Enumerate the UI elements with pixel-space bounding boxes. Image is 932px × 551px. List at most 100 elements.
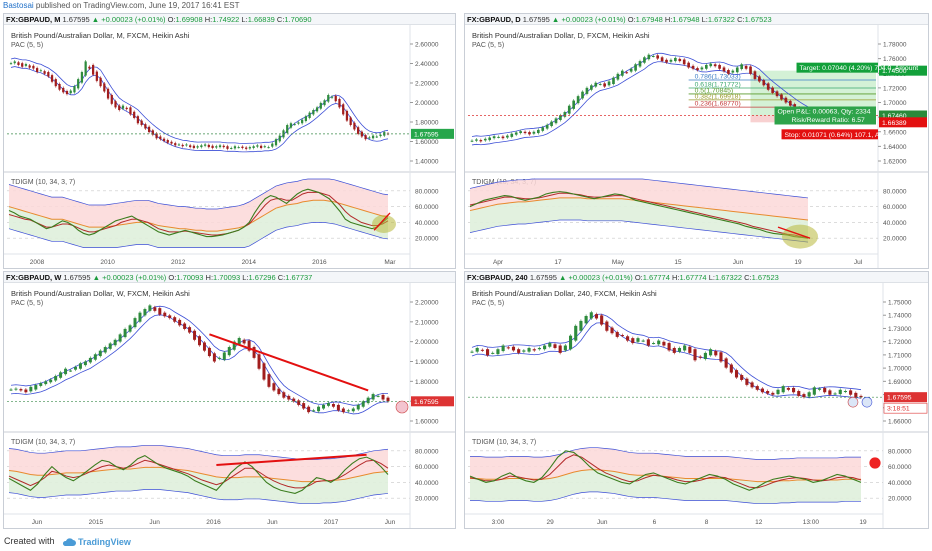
candle-body xyxy=(168,315,172,319)
candle-body xyxy=(226,146,229,149)
chart-canvas[interactable]: British Pound/Australian Dollar, W, FXCM… xyxy=(4,272,455,528)
osc-tick-label: 60.0000 xyxy=(888,464,912,471)
header-sep: ▲ xyxy=(89,15,102,24)
highlight-ellipse[interactable] xyxy=(782,224,818,249)
header-sep: H: xyxy=(662,15,673,24)
candle-body xyxy=(327,94,330,102)
time-tick-label: 15 xyxy=(674,259,682,266)
candle-body xyxy=(519,131,522,134)
candle-body xyxy=(833,393,837,395)
osc-red-line xyxy=(8,459,389,489)
price-tick-label: 1.74000 xyxy=(888,313,912,320)
candle-body xyxy=(784,97,788,103)
tradingview-logo[interactable]: TradingView xyxy=(62,533,131,551)
osc-lower-fill xyxy=(9,200,388,248)
chart-panel-daily[interactable]: FX:GBPAUD, D 1.67595 ▲ +0.00023 (+0.01%)… xyxy=(464,13,929,269)
osc-trendline[interactable] xyxy=(777,226,811,239)
osc-trendline[interactable] xyxy=(216,453,367,467)
osc-upper-band xyxy=(8,444,389,460)
candle-body xyxy=(312,110,315,115)
osc-upper-band xyxy=(8,178,389,210)
candle-body xyxy=(590,85,593,90)
candle-body xyxy=(346,410,350,412)
author-link[interactable]: Bastosai xyxy=(3,1,34,10)
price-tick-label: 1.72000 xyxy=(883,85,907,92)
open-value: 1.67774 xyxy=(642,273,670,282)
header-sep: O: xyxy=(166,273,177,282)
candle-body xyxy=(54,79,57,87)
candle-body xyxy=(755,386,759,390)
candle-body xyxy=(222,145,225,148)
osc-lower-band xyxy=(8,222,389,248)
candle-body xyxy=(188,327,192,333)
candle-body xyxy=(517,349,521,353)
candle-body xyxy=(147,126,151,133)
price-tag-text: 1.67460 xyxy=(882,113,907,120)
price-tick-label: 1.60000 xyxy=(415,419,439,426)
candle-body xyxy=(13,61,16,64)
candle-body xyxy=(506,347,510,349)
event-flag-icon[interactable] xyxy=(861,396,873,408)
candle-body xyxy=(24,389,28,393)
candle-body xyxy=(103,347,107,353)
candle-body xyxy=(173,317,177,322)
candle-body xyxy=(78,363,82,369)
price-tag xyxy=(879,65,927,76)
risk-reward-label: Risk/Reward Ratio: 6.57 xyxy=(792,117,866,124)
symbol-name: FX:GBPAUD, M xyxy=(6,15,61,24)
event-flag-icon[interactable] xyxy=(847,396,859,408)
candle-body xyxy=(486,349,490,356)
candle-body xyxy=(651,56,655,58)
candle-body xyxy=(823,387,827,393)
candle-body xyxy=(334,95,337,102)
time-tick-label: May xyxy=(612,259,625,266)
candle-body xyxy=(584,315,588,324)
candle-body xyxy=(36,68,39,73)
time-tick-label: Jun xyxy=(149,519,160,526)
chart-panel-240[interactable]: FX:GBPAUD, 240 1.67595 ▲ +0.00023 (+0.01… xyxy=(464,271,929,529)
last-price: 1.67595 xyxy=(529,273,557,282)
chart-panel-weekly[interactable]: FX:GBPAUD, W 1.67595 ▲ +0.00023 (+0.01%)… xyxy=(3,271,456,529)
chart-canvas[interactable]: British Pound/Australian Dollar, M, FXCM… xyxy=(4,14,455,268)
event-flag-icon[interactable] xyxy=(395,400,409,414)
candle-body xyxy=(217,357,221,359)
candle-body xyxy=(341,408,345,413)
candle-body xyxy=(698,356,702,358)
pl-box xyxy=(774,106,876,125)
highlight-ellipse[interactable] xyxy=(372,214,396,233)
candle-body xyxy=(29,386,33,392)
chart-canvas[interactable]: British Pound/Australian Dollar, 240, FX… xyxy=(465,272,928,528)
header-sep: C: xyxy=(274,15,285,24)
candle-body xyxy=(230,147,233,149)
candle-body xyxy=(106,88,110,99)
pac-upper-line xyxy=(10,305,388,406)
chart-panel-monthly[interactable]: FX:GBPAUD, M 1.67595 ▲ +0.00023 (+0.01%)… xyxy=(3,13,456,269)
candle-body xyxy=(682,59,686,65)
osc-tick-label: 80.0000 xyxy=(883,188,907,195)
osc-trendline[interactable] xyxy=(373,212,391,231)
candle-body xyxy=(336,404,340,411)
chart-canvas[interactable]: British Pound/Australian Dollar, D, FXCM… xyxy=(465,14,928,268)
candle-body xyxy=(523,131,527,134)
candle-body xyxy=(203,144,207,146)
price-tag xyxy=(879,117,927,128)
candle-body xyxy=(620,70,624,76)
candle-body xyxy=(559,115,562,121)
candle-body xyxy=(638,61,642,67)
osc-lower-band xyxy=(470,491,861,505)
candle-body xyxy=(528,132,531,135)
fib-level-label: 0.5(1.70845) xyxy=(695,87,734,94)
candle-body xyxy=(605,321,609,331)
candle-body xyxy=(323,100,326,106)
price-tick-label: 2.20000 xyxy=(415,300,439,307)
candle-body xyxy=(267,147,270,149)
candle-body xyxy=(558,345,562,353)
candle-body xyxy=(241,146,244,148)
price-tag xyxy=(879,110,927,121)
candle-body xyxy=(729,364,733,373)
candle-body xyxy=(308,112,311,118)
trendline-price[interactable] xyxy=(209,333,369,392)
candle-body xyxy=(218,145,222,148)
alert-badge-icon[interactable] xyxy=(868,456,882,470)
candle-body xyxy=(278,135,281,142)
